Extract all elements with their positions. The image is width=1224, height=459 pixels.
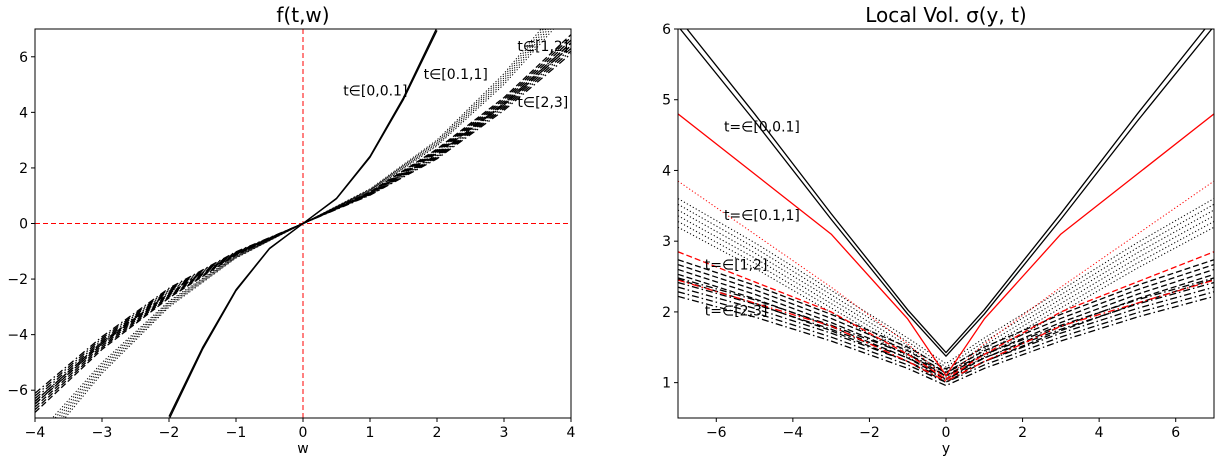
series-line-2-5 (61, 29, 545, 418)
series-line-4-3 (678, 286, 1214, 380)
chart-title: Local Vol. σ(y, t) (865, 3, 1027, 27)
y-tick-label: 4 (662, 163, 671, 179)
y-tick-label: 4 (19, 105, 28, 121)
y-tick-label: −4 (7, 328, 28, 344)
series-line-2-5 (678, 203, 1214, 368)
x-tick-label: 2 (1018, 425, 1027, 441)
x-tick-label: 0 (942, 425, 951, 441)
annotation-label: t=∈[0.1,1] (724, 208, 800, 224)
annotations: t∈[0,0.1] t∈[0.1,1] t∈[1,2] t∈[2,3] (343, 39, 568, 111)
series-line-1-1 (679, 29, 1213, 357)
annotation-label: t=∈[2,3] (705, 303, 768, 319)
y-tick-label: 5 (662, 93, 671, 109)
y-tick-label: 0 (19, 217, 28, 233)
y-tick-label: 2 (19, 161, 28, 177)
series-line-4-5 (35, 42, 571, 405)
x-axis-ticks: −4 −3 −2 −1 0 1 2 3 4 (25, 418, 576, 441)
y-tick-label: 6 (19, 50, 28, 66)
y-axis-ticks: −6 −4 −2 0 2 4 6 (7, 50, 35, 399)
chart-f-t-w: −4 −3 −2 −1 0 1 2 3 4 −6 −4 −2 0 2 4 6 t∈[0,0.1] t∈[0.1… (7, 3, 576, 457)
x-tick-label: −2 (159, 425, 180, 441)
x-tick-label: −3 (92, 425, 113, 441)
x-tick-label: −4 (783, 425, 804, 441)
y-axis-ticks: 1 2 3 4 5 6 (662, 22, 678, 392)
x-tick-label: 3 (500, 425, 509, 441)
x-axis-label: y (942, 441, 950, 457)
series-group (35, 29, 571, 418)
series-group (678, 29, 1214, 387)
series-line-4-5 (678, 277, 1214, 374)
series-line-2-4 (59, 29, 547, 418)
x-axis-ticks: −6 −4 −2 0 2 4 6 (706, 418, 1180, 441)
series-line-4-1 (678, 295, 1214, 387)
x-axis-label: w (297, 441, 308, 457)
series-line-3-5 (678, 259, 1214, 370)
annotation-label: t=∈[0,0.1] (724, 120, 800, 136)
y-tick-label: 6 (662, 22, 671, 38)
series-line-7 (678, 251, 1214, 380)
x-tick-label: 4 (1095, 425, 1104, 441)
series-line-2-4 (678, 209, 1214, 371)
series-line-5 (678, 113, 1214, 377)
series-line-2-1 (678, 226, 1214, 381)
y-tick-label: 2 (662, 305, 671, 321)
x-tick-label: 2 (433, 425, 442, 441)
y-tick-label: 1 (662, 376, 671, 392)
x-tick-label: 0 (299, 425, 308, 441)
x-tick-label: 1 (366, 425, 375, 441)
series-line-1-2 (686, 29, 1206, 354)
y-tick-label: −6 (7, 383, 28, 399)
series-line-2-2 (678, 221, 1214, 378)
x-tick-label: 4 (567, 425, 576, 441)
series-line-4-4 (678, 281, 1214, 377)
chart-title: f(t,w) (276, 3, 329, 27)
y-tick-label: 3 (662, 234, 671, 250)
series-line-3-4 (678, 263, 1214, 373)
annotation-label: t∈[2,3] (517, 95, 568, 111)
annotation-label: t∈[0,0.1] (343, 84, 407, 100)
annotation-label: t∈[0.1,1] (424, 67, 488, 83)
x-tick-label: −4 (25, 425, 46, 441)
annotations: t=∈[0,0.1] t=∈[0.1,1] t=∈[1,2] t=∈[2,3] (705, 120, 800, 320)
annotation-label: t=∈[1,2] (705, 257, 768, 273)
annotation-label: t∈[1,2] (517, 39, 568, 55)
series-line-4-2 (678, 291, 1214, 383)
x-tick-label: −1 (226, 425, 247, 441)
x-tick-label: −2 (859, 425, 880, 441)
x-tick-label: 6 (1171, 425, 1180, 441)
series-line-3-5 (35, 34, 571, 413)
x-tick-label: −6 (706, 425, 727, 441)
y-tick-label: −2 (7, 272, 28, 288)
series-line-8 (678, 279, 1214, 382)
